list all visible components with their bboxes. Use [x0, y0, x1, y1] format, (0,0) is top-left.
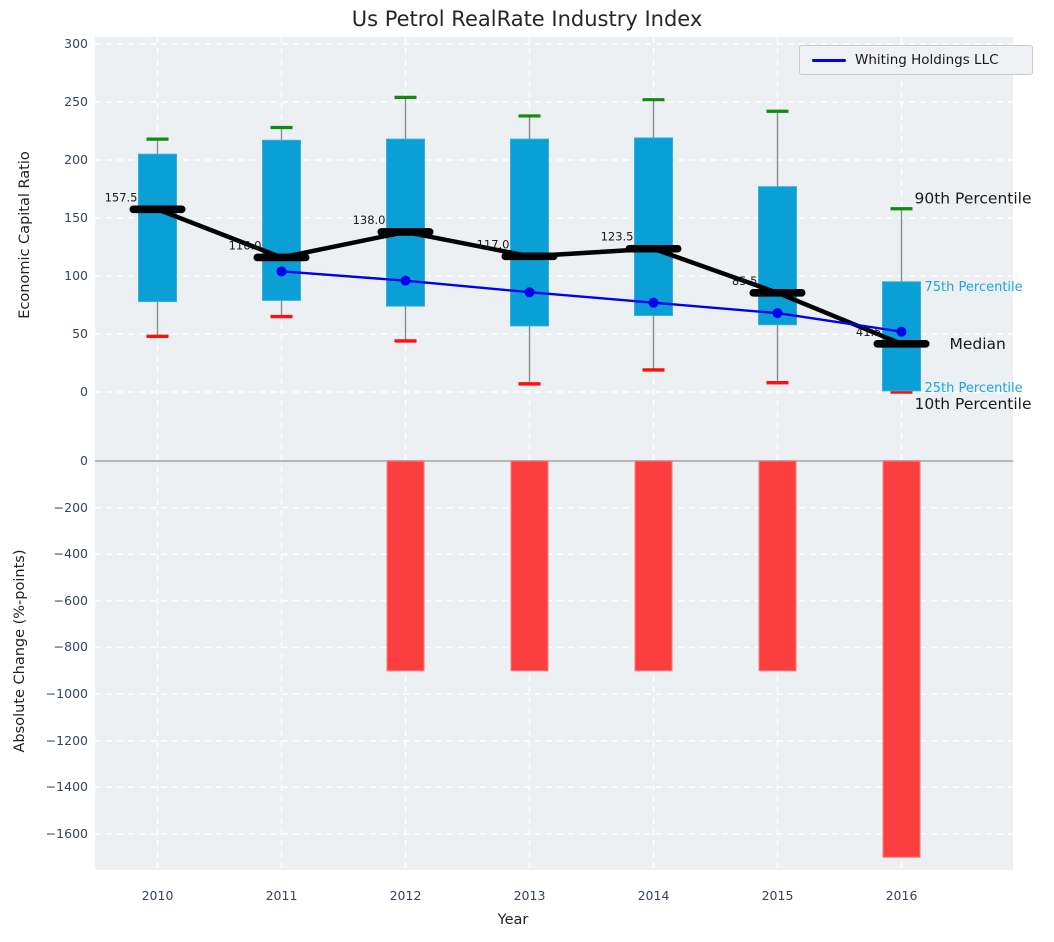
xtick-2011: 2011 — [265, 888, 298, 903]
xtick-2010: 2010 — [141, 888, 174, 903]
annotation-p10: 10th Percentile — [915, 395, 1032, 413]
annotation-p25: 25th Percentile — [925, 381, 1023, 396]
top-ytick-50: 50 — [72, 326, 88, 341]
bar-2013 — [510, 460, 549, 672]
xtick-2014: 2014 — [637, 888, 670, 903]
plot-area — [95, 37, 1013, 870]
top-ytick-100: 100 — [64, 268, 88, 283]
top-ytick-250: 250 — [64, 94, 88, 109]
median-bar-2010 — [129, 205, 186, 214]
company-point-2012 — [400, 275, 411, 286]
company-point-2015 — [772, 308, 783, 319]
bottom-ytick-6: −1200 — [45, 732, 88, 748]
median-bar-2015 — [749, 289, 806, 297]
bottom-ytick-3: −600 — [53, 592, 88, 608]
company-point-2016 — [896, 326, 907, 337]
box-2015 — [758, 186, 797, 326]
bottom-ytick-5: −1000 — [45, 686, 88, 702]
annotation-median: Median — [950, 335, 1006, 353]
bar-2015 — [758, 460, 797, 672]
top-ytick-300: 300 — [64, 36, 88, 51]
median-bar-2016 — [873, 340, 930, 348]
bar-2014 — [634, 460, 673, 672]
box-2013 — [510, 138, 549, 327]
box-2014 — [634, 137, 673, 316]
annotation-p75: 75th Percentile — [925, 280, 1023, 295]
xtick-2012: 2012 — [389, 888, 422, 903]
annotation-p90: 90th Percentile — [915, 190, 1032, 208]
median-bar-2013 — [501, 252, 558, 261]
bar-2012 — [386, 460, 425, 672]
median-value-label-2012: 138.0 — [353, 213, 386, 227]
xtick-2013: 2013 — [513, 888, 546, 903]
bottom-ytick-8: −1600 — [45, 825, 88, 841]
median-value-label-2014: 123.5 — [601, 230, 634, 244]
median-value-label-2013: 117.0 — [477, 237, 510, 251]
bottom-ytick-1: −200 — [53, 499, 88, 515]
x-axis-label: Year — [497, 912, 529, 928]
median-value-label-2011: 116.0 — [229, 238, 262, 252]
median-value-label-2015: 85.5 — [732, 274, 758, 288]
median-bar-2011 — [253, 253, 310, 262]
median-bar-2012 — [377, 228, 434, 236]
xtick-2015: 2015 — [761, 888, 794, 903]
company-point-2014 — [648, 297, 659, 308]
company-point-2011 — [276, 266, 287, 277]
bottom-ytick-7: −1400 — [45, 779, 88, 795]
bottom-ytick-4: −800 — [53, 639, 88, 655]
box-2010 — [138, 153, 177, 303]
legend-label: Whiting Holdings LLC — [855, 52, 999, 68]
bottom-ytick-2: −400 — [53, 546, 88, 562]
median-value-label-2010: 157.5 — [105, 190, 138, 204]
company-line — [281, 270, 902, 333]
median-bar-2014 — [625, 244, 682, 253]
top-ytick-0: 0 — [80, 384, 88, 399]
company-point-2013 — [524, 287, 535, 298]
legend[interactable]: Whiting Holdings LLC — [799, 45, 1033, 75]
top-ytick-150: 150 — [64, 210, 88, 225]
bar-2016 — [882, 460, 921, 858]
bottom-ytick-0: 0 — [80, 453, 88, 468]
chart-title: Us Petrol RealRate Industry Index — [351, 7, 703, 31]
legend-line-swatch — [812, 58, 846, 62]
top-ytick-200: 200 — [64, 152, 88, 167]
xtick-2016: 2016 — [885, 888, 918, 903]
